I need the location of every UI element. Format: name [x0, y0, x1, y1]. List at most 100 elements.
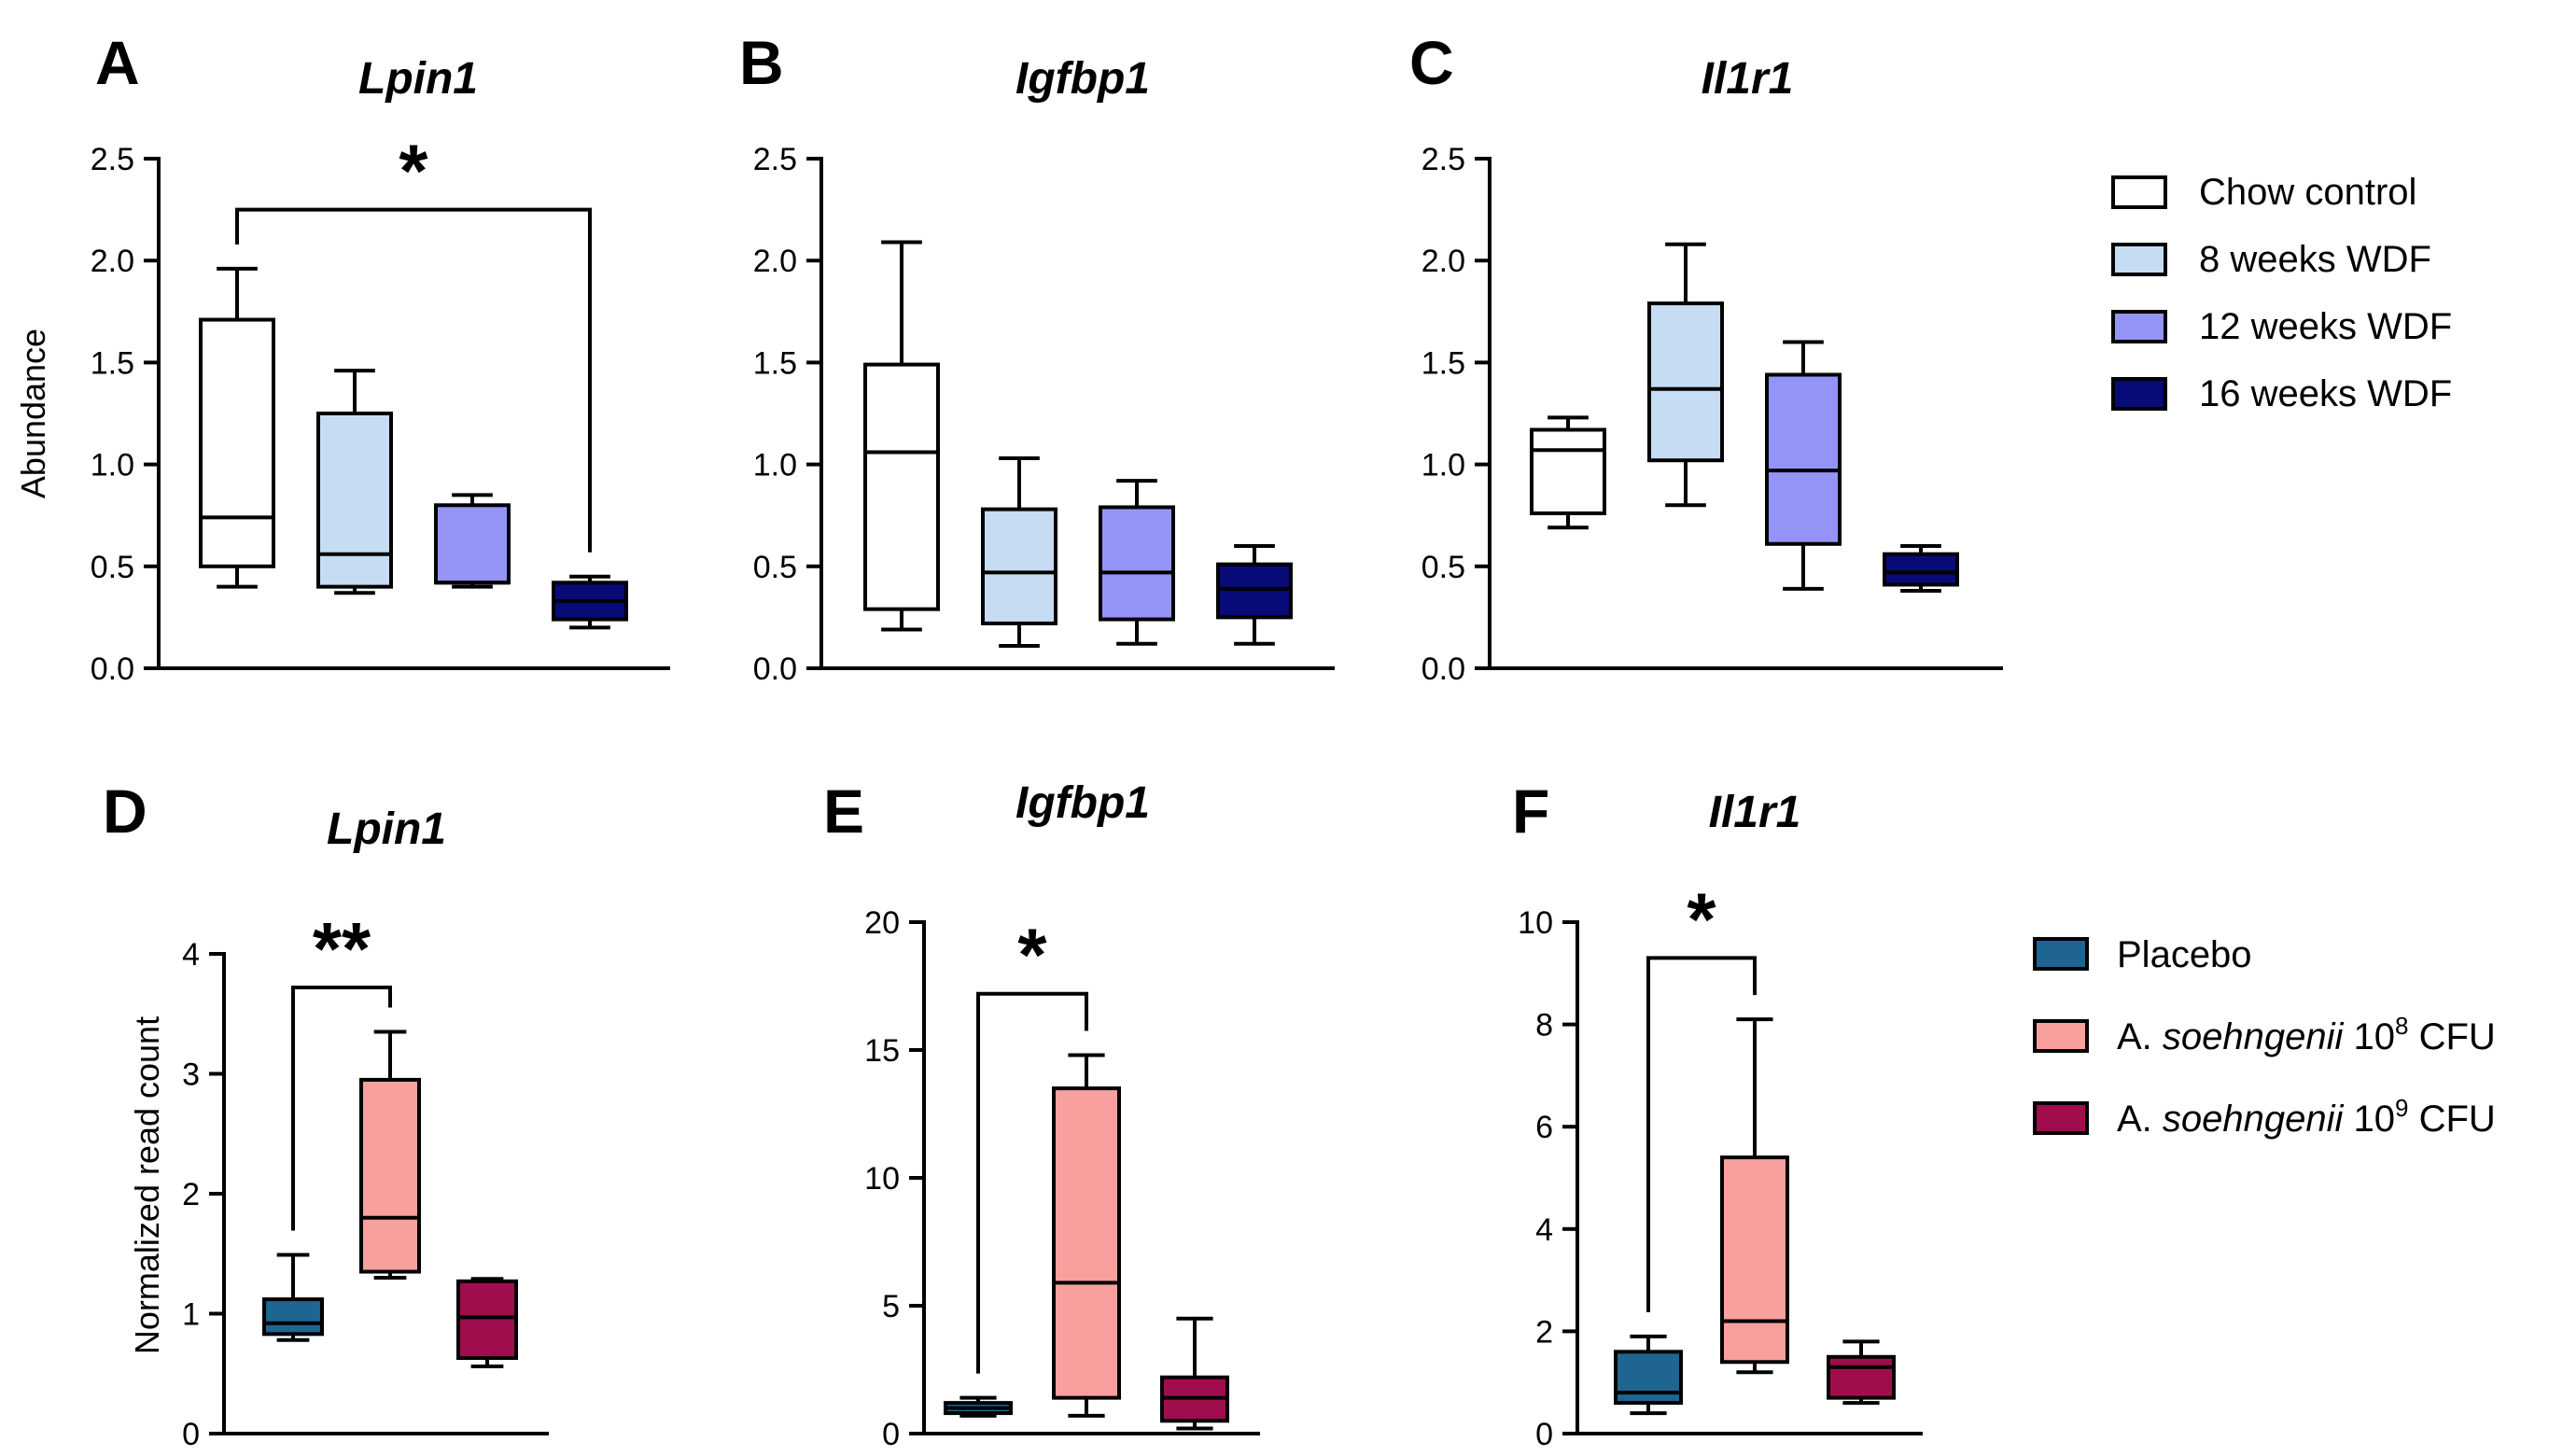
box-plot: [1827, 1339, 1896, 1406]
box-iqr: [199, 317, 275, 568]
legend-label-species: soehngenii: [2163, 1099, 2345, 1140]
legend-swatch-dose-10-9: [2033, 1101, 2089, 1135]
y-tick-label: 0.0: [1422, 651, 1465, 687]
legend-label-placebo: Placebo: [2117, 934, 2252, 975]
box-iqr: [1052, 1086, 1121, 1400]
legend-swatch-16-weeks: [2111, 377, 2167, 411]
y-tick-label: 1.0: [753, 448, 797, 483]
box-iqr: [316, 412, 393, 589]
box-plot: [1160, 1316, 1229, 1431]
significance-label: *: [1687, 877, 1716, 960]
significance-bracket: *: [1646, 877, 1757, 1312]
panel-a: A Lpin1 Abundance 0.0 0.5 1.0 1.5 2.0 2.5 *: [14, 28, 670, 687]
box-iqr: [1614, 1350, 1683, 1406]
y-tick-label: 1: [182, 1297, 200, 1333]
y-tick-label: 0.5: [753, 550, 797, 585]
y-tick-label: 0: [1535, 1417, 1553, 1452]
box-plot: [1099, 479, 1175, 646]
box-plot: [316, 369, 393, 595]
chart-panels: A Lpin1 Abundance 0.0 0.5 1.0 1.5 2.0 2.5 * B Igfbp…: [14, 28, 2003, 1452]
panel-title: Igfbp1: [1015, 54, 1150, 104]
y-tick-label: 0.5: [1422, 550, 1465, 585]
box-iqr: [1216, 562, 1293, 620]
legend-top: Chow control 8 weeks WDF 12 weeks WDF 16…: [2111, 172, 2452, 414]
box-plot: [262, 1253, 324, 1342]
y-tick-label: 6: [1535, 1110, 1553, 1145]
y-tick-label: 0: [882, 1417, 900, 1452]
box-plot: [359, 1029, 421, 1280]
box-plot: [1647, 242, 1724, 508]
y-tick-label: 1.5: [1422, 345, 1465, 381]
panel-title: Lpin1: [358, 54, 478, 104]
panel-f: F Il1r1 0 2 4 6 8 10 *: [1512, 777, 1923, 1452]
box-plot: [552, 574, 628, 630]
panel-title: Igfbp1: [1015, 778, 1150, 828]
y-tick-label: 5: [882, 1289, 900, 1324]
box-plot: [434, 493, 511, 589]
significance-bracket: *: [976, 914, 1088, 1374]
box-iqr: [863, 362, 940, 611]
y-tick-label: 10: [1518, 905, 1553, 941]
box-plot: [1883, 543, 1959, 594]
legend-label-12-weeks: 12 weeks WDF: [2199, 306, 2452, 347]
y-tick-label: 1.5: [753, 345, 797, 381]
box-iqr: [1099, 505, 1175, 622]
box-iqr: [434, 503, 511, 585]
panel-title: Lpin1: [327, 805, 446, 854]
box-plot: [863, 240, 940, 632]
box-iqr: [1883, 552, 1959, 587]
bracket-line: [1646, 956, 1757, 1312]
y-tick-label: 20: [864, 905, 900, 941]
significance-label: *: [1017, 914, 1047, 997]
y-axis-label: Abundance: [14, 329, 52, 498]
panel-label: B: [739, 28, 784, 97]
y-tick-label: 0.5: [91, 550, 134, 585]
legend-bottom-item: A. soehngenii 108 CFU: [2033, 1012, 2496, 1057]
box-plot: [1614, 1334, 1683, 1416]
box-iqr: [1530, 427, 1606, 516]
y-tick-label: 4: [182, 937, 200, 973]
y-tick-label: 2: [182, 1177, 200, 1212]
box-plot: [1216, 543, 1293, 646]
legend-top-item: 8 weeks WDF: [2111, 239, 2431, 280]
box-iqr: [1827, 1354, 1896, 1400]
legend-label-exponent: 9: [2395, 1094, 2408, 1122]
y-tick-label: 1.0: [1422, 448, 1465, 483]
box-iqr: [456, 1279, 518, 1361]
panel-title: Il1r1: [1709, 788, 1801, 837]
box-plot: [1720, 1017, 1789, 1375]
y-tick-label: 0: [182, 1417, 200, 1452]
significance-label: *: [399, 130, 428, 213]
y-tick-label: 1.5: [91, 345, 134, 381]
y-tick-label: 2.5: [91, 142, 134, 177]
bracket-line: [291, 985, 392, 1231]
box-plot: [944, 1395, 1013, 1418]
legend-top-item: 12 weeks WDF: [2111, 306, 2452, 347]
legend-label-species: soehngenii: [2163, 1016, 2345, 1057]
y-tick-label: 2.5: [753, 142, 797, 177]
box-plot: [1765, 340, 1842, 591]
legend-swatch-chow-control: [2111, 175, 2167, 209]
panel-label: C: [1409, 28, 1454, 97]
y-axis-label: Normalized read count: [128, 1016, 166, 1354]
panel-title: Il1r1: [1702, 54, 1794, 104]
panel-b: B Igfbp1 0.0 0.5 1.0 1.5 2.0 2.5: [739, 28, 1335, 687]
y-tick-label: 8: [1535, 1008, 1553, 1043]
y-tick-label: 1.0: [91, 448, 134, 483]
box-plot: [456, 1277, 518, 1369]
legend-label-16-weeks: 16 weeks WDF: [2199, 373, 2452, 414]
y-tick-label: 2: [1535, 1314, 1553, 1350]
panel-c: C Il1r1 0.0 0.5 1.0 1.5 2.0 2.5: [1409, 28, 2003, 687]
legend-top-item: Chow control: [2111, 172, 2416, 213]
legend-label-dose-10-8: A. soehngenii 108 CFU: [2117, 1012, 2496, 1057]
legend-bottom-item: A. soehngenii 109 CFU: [2033, 1094, 2496, 1140]
box-iqr: [1647, 301, 1724, 463]
legend-label-dose-10-9: A. soehngenii 109 CFU: [2117, 1094, 2496, 1140]
y-tick-label: 2.0: [1422, 244, 1465, 279]
box-iqr: [262, 1297, 324, 1337]
legend-swatch-dose-10-8: [2033, 1019, 2089, 1053]
box-iqr: [981, 507, 1057, 625]
box-iqr: [1765, 372, 1842, 546]
legend-top-item: 16 weeks WDF: [2111, 373, 2452, 414]
